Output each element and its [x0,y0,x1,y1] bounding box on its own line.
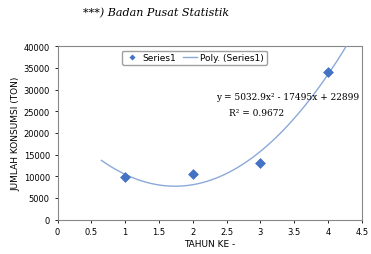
Point [257,162,263,166]
Text: y = 5032.9x² - 17495x + 22899: y = 5032.9x² - 17495x + 22899 [216,92,359,101]
Point [325,71,331,75]
Text: ***) Badan Pusat Statistik: ***) Badan Pusat Statistik [83,8,229,18]
Point [122,175,128,179]
Point [190,172,196,176]
Text: R² = 0.9672: R² = 0.9672 [229,108,284,118]
Legend: Series1, Poly. (Series1): Series1, Poly. (Series1) [122,52,267,66]
Y-axis label: JUMLAH KONSUMSI (TON): JUMLAH KONSUMSI (TON) [12,76,21,190]
X-axis label: TAHUN KE -: TAHUN KE - [184,239,235,248]
